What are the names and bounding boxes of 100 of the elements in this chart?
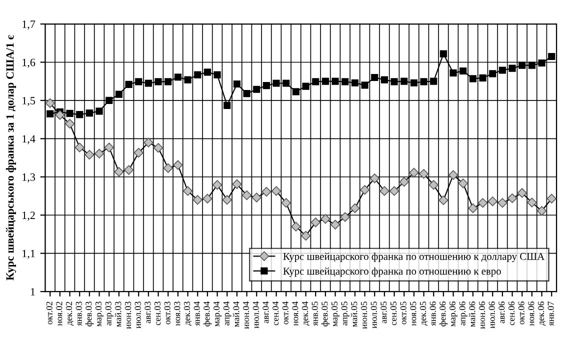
- x-tick-label: дек.04: [302, 301, 310, 326]
- point: [478, 198, 488, 208]
- point: [430, 78, 438, 85]
- x-tick-label: июн.03: [124, 302, 132, 329]
- x-tick-label: янв.06: [430, 302, 436, 326]
- point: [300, 230, 311, 241]
- y-tick-label: 1,2: [22, 212, 35, 221]
- point: [242, 190, 252, 200]
- point: [144, 80, 152, 87]
- x-tick-label: янв.04: [194, 301, 200, 326]
- x-tick-label: сен.06: [508, 302, 515, 326]
- point: [291, 222, 301, 232]
- x-tick-label: сен.05: [390, 302, 397, 326]
- x-tick-label: дек.03: [184, 302, 192, 326]
- x-tick-label: июл.06: [488, 302, 495, 328]
- x-tick-label: май.05: [350, 302, 358, 327]
- x-tick-label: май.03: [114, 302, 122, 327]
- y-tick-label: 1,5: [22, 96, 36, 106]
- point: [55, 110, 65, 120]
- point: [380, 76, 388, 84]
- x-tick-label: апр.04: [223, 301, 232, 326]
- x-tick-label: май.06: [468, 302, 476, 327]
- point: [538, 59, 546, 67]
- point: [380, 186, 390, 196]
- point: [202, 194, 212, 204]
- point: [222, 194, 232, 205]
- point: [163, 163, 173, 173]
- x-tick-label: ноя.02: [56, 302, 62, 326]
- point: [262, 82, 270, 90]
- point: [351, 79, 358, 86]
- point: [468, 203, 478, 214]
- y-axis-title: Курс швейцарського франка за 1 долар США/1 є: [6, 35, 16, 280]
- x-tick-label: сен.03: [154, 302, 161, 326]
- point: [45, 98, 55, 108]
- point: [320, 214, 330, 224]
- point: [106, 96, 113, 104]
- x-tick-label: апр.06: [459, 302, 468, 326]
- point: [66, 110, 74, 117]
- point: [361, 82, 368, 89]
- point: [262, 186, 272, 197]
- point: [194, 71, 202, 78]
- point: [330, 220, 340, 230]
- point: [536, 206, 547, 216]
- x-tick-label: мар.05: [331, 302, 340, 327]
- point: [399, 177, 409, 187]
- point: [340, 212, 350, 222]
- point: [134, 148, 144, 158]
- point: [389, 186, 400, 196]
- point: [154, 78, 162, 86]
- x-tick-label: мар.04: [213, 301, 222, 327]
- point: [548, 52, 556, 60]
- point: [418, 168, 429, 179]
- y-tick-label: 1,7: [22, 20, 36, 30]
- point: [84, 150, 94, 160]
- x-tick-label: авг.04: [262, 301, 269, 324]
- point: [74, 142, 84, 152]
- point: [460, 67, 467, 75]
- x-tick-label: апр.05: [341, 302, 350, 326]
- point: [518, 62, 526, 69]
- point: [164, 78, 172, 86]
- legend-label: Курс швейцарского франка по отношению к евро: [283, 267, 501, 277]
- point: [144, 138, 154, 148]
- point: [292, 88, 300, 96]
- point: [371, 74, 378, 82]
- point: [96, 108, 103, 115]
- x-tick-label: мар.03: [95, 302, 104, 327]
- x-tick-label: июл.05: [370, 302, 377, 328]
- point: [232, 179, 242, 189]
- point: [498, 66, 506, 74]
- x-tick-label: ноя.05: [410, 302, 416, 326]
- point: [233, 80, 240, 88]
- x-tick-label: дек.06: [538, 302, 546, 326]
- x-tick-label: авг.05: [380, 302, 387, 324]
- x-tick-label: янв.05: [312, 302, 318, 326]
- x-tick-label: дек.02: [66, 302, 74, 326]
- legend-label: Курс швейцарского франка по отношению к доллару США: [283, 252, 545, 262]
- x-tick-label: июл.03: [134, 302, 141, 328]
- point: [458, 178, 468, 188]
- point: [322, 78, 329, 85]
- point: [281, 198, 291, 208]
- point: [174, 74, 182, 81]
- x-tick-label: июн.06: [478, 302, 486, 329]
- x-tick-label: фев.03: [85, 302, 94, 326]
- x-tick-label: окт.06: [518, 302, 524, 324]
- point: [182, 186, 193, 196]
- point: [64, 118, 75, 129]
- point: [498, 198, 508, 208]
- point: [390, 78, 398, 86]
- point: [46, 110, 54, 118]
- x-tick-label: фев.04: [203, 301, 212, 326]
- point: [440, 50, 447, 58]
- x-tick-label: окт.03: [164, 302, 170, 324]
- x-tick-label: ноя.03: [174, 302, 180, 326]
- point: [204, 68, 211, 76]
- x-tick-label: июн.04: [242, 301, 250, 329]
- point: [450, 69, 457, 76]
- point: [173, 160, 183, 170]
- point: [508, 64, 516, 72]
- point: [527, 198, 537, 208]
- point: [212, 180, 222, 190]
